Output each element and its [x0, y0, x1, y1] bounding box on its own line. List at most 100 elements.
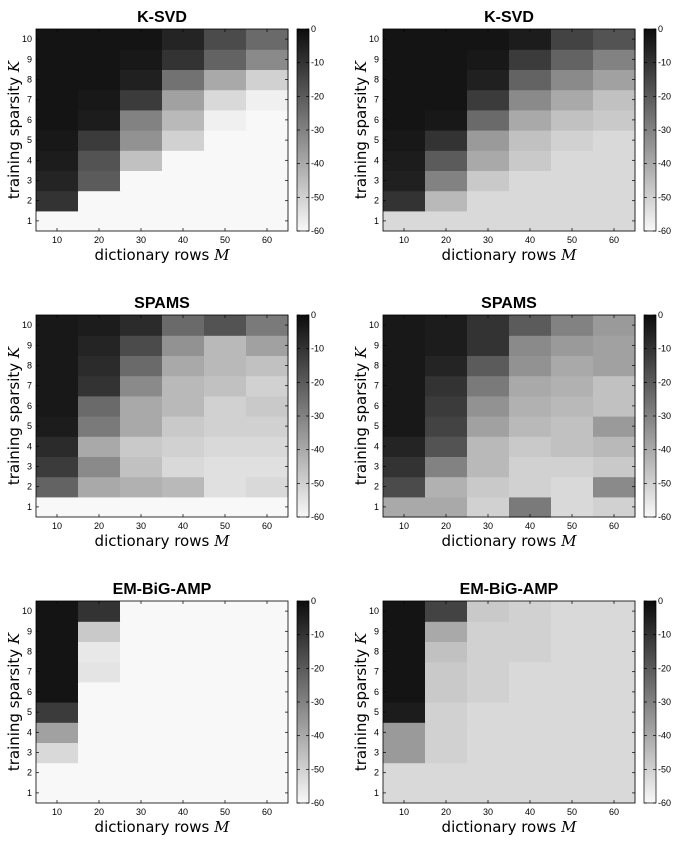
x-tick-label: 40	[525, 235, 535, 245]
heatmap-cell	[246, 29, 289, 50]
heatmap-cell	[551, 395, 594, 417]
heatmap-cell	[593, 355, 636, 377]
heatmap-cell	[593, 69, 636, 91]
heatmap-cell	[383, 335, 426, 356]
y-axis-label: training sparsity K	[352, 60, 370, 199]
heatmap-cell	[204, 702, 247, 723]
heatmap-cell	[551, 661, 594, 683]
heatmap-cell	[36, 496, 79, 518]
y-tick-label: 10	[369, 606, 379, 616]
heatmap-cell	[204, 335, 247, 356]
heatmap-cell	[383, 29, 426, 50]
heatmap-cell	[467, 702, 510, 723]
colorbar-tick-label: 0	[311, 596, 316, 606]
heatmap-cell	[78, 742, 121, 764]
y-tick-label: 10	[369, 320, 379, 330]
heatmap-cell	[383, 601, 426, 622]
heatmap-cell	[551, 742, 594, 764]
heatmap-cell	[425, 742, 468, 764]
colorbar-tick-label: 0	[658, 596, 663, 606]
heatmap-cell	[204, 49, 247, 70]
x-tick-label: 30	[483, 521, 493, 531]
heatmap-cell	[509, 456, 552, 478]
y-tick-label: 10	[22, 606, 32, 616]
y-tick-label: 7	[374, 95, 379, 105]
colorbar-tick-label: -20	[311, 663, 324, 673]
heatmap-cell	[509, 375, 552, 397]
heatmap-cell	[204, 395, 247, 417]
y-axis-label-var: K	[5, 60, 23, 73]
x-tick-label: 60	[262, 235, 272, 245]
heatmap-panel: SPAMS 10 20 30 40 50 60 1 2 3 4 5 6 7 8 9 10 dictionary r…	[5, 295, 324, 550]
heatmap-cell	[36, 170, 79, 192]
heatmap-cell	[467, 782, 510, 804]
y-axis-label-text: training sparsity	[352, 358, 370, 485]
heatmap-cell	[593, 681, 636, 703]
colorbar-tick-label: -30	[311, 411, 324, 421]
heatmap-cell	[204, 89, 247, 111]
heatmap-cell	[120, 395, 163, 417]
heatmap-cell	[509, 190, 552, 212]
y-tick-label: 4	[374, 727, 379, 737]
heatmap-cell	[593, 782, 636, 804]
heatmap-cell	[383, 782, 426, 804]
heatmap-cell	[425, 89, 468, 111]
x-tick-label: 60	[262, 807, 272, 817]
heatmap-cell	[120, 722, 163, 743]
heatmap-cell	[383, 661, 426, 683]
x-tick-label: 50	[567, 235, 577, 245]
x-axis-label-text: dictionary rows	[95, 246, 215, 264]
heatmap-cell	[162, 742, 205, 764]
heatmap-cell	[204, 109, 247, 131]
heatmap-cell	[120, 49, 163, 70]
heatmap-cell	[425, 476, 468, 498]
colorbar-tick-label: -50	[658, 478, 671, 488]
heatmap-cell	[246, 722, 289, 743]
x-tick-label: 60	[262, 521, 272, 531]
heatmap-cell	[162, 722, 205, 743]
heatmap-cell	[36, 702, 79, 723]
colorbar-tick-label: -60	[311, 226, 324, 236]
heatmap-cells	[383, 315, 636, 518]
x-tick-label: 20	[441, 807, 451, 817]
heatmap-cell	[467, 436, 510, 457]
y-tick-label: 9	[27, 54, 32, 64]
heatmap-cell	[246, 661, 289, 683]
x-tick-label: 50	[220, 235, 230, 245]
heatmap-cell	[162, 601, 205, 622]
heatmap-cell	[509, 49, 552, 70]
heatmap-cell	[383, 315, 426, 336]
heatmap-cell	[36, 315, 79, 336]
heatmap-cell	[425, 496, 468, 518]
heatmap-cell	[593, 315, 636, 336]
heatmap-cell	[551, 496, 594, 518]
heatmap-cell	[36, 49, 79, 70]
heatmap-cell	[551, 762, 594, 784]
heatmap-cell	[246, 436, 289, 457]
heatmap-cell	[246, 210, 289, 232]
heatmap-cell	[78, 69, 121, 91]
heatmap-cell	[36, 601, 79, 622]
heatmap-cell	[425, 621, 468, 642]
heatmap-cell	[36, 661, 79, 683]
heatmap-cell	[383, 456, 426, 478]
y-tick-label: 9	[374, 340, 379, 350]
heatmap-cell	[467, 641, 510, 663]
heatmap-cell	[383, 762, 426, 784]
heatmap-cell	[593, 762, 636, 784]
y-tick-label: 7	[27, 381, 32, 391]
heatmap-cell	[509, 335, 552, 356]
axes-frame	[382, 28, 636, 232]
colorbar-tick-label: -40	[658, 731, 671, 741]
y-tick-label: 9	[374, 626, 379, 636]
y-axis-label: training sparsity K	[5, 632, 23, 771]
y-axis-label-var: K	[352, 632, 370, 645]
x-axis-label-var: M	[560, 246, 577, 264]
heatmap-cell	[509, 355, 552, 377]
heatmap-cell	[246, 355, 289, 377]
heatmap-cell	[246, 621, 289, 642]
heatmap-cell	[467, 150, 510, 171]
heatmap-cell	[162, 496, 205, 518]
panel-title: K-SVD	[137, 9, 187, 26]
heatmap-cell	[509, 29, 552, 50]
